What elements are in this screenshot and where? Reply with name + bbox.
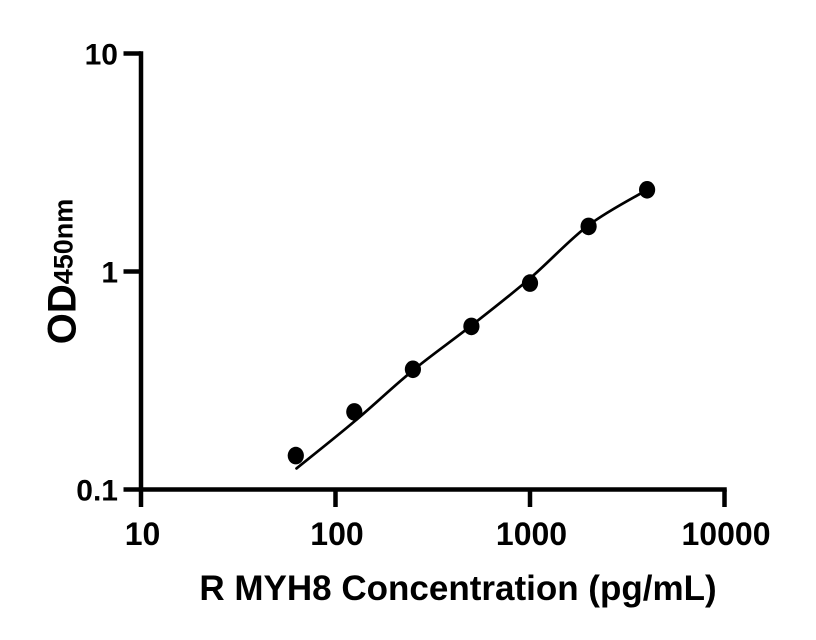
y-tick-label: 0.1 [76,475,118,508]
axis-frame [138,51,727,492]
x-tick-label: 10000 [682,516,771,552]
x-tick-label: 100 [310,516,363,552]
y-tick-label: 1 [101,257,118,290]
data-point [639,181,656,199]
data-point [463,317,480,336]
x-tick-label: 10 [125,516,161,552]
y-axis-title: OD450nm [41,199,85,345]
data-point [580,217,597,236]
y-axis-title-subscript: 450nm [49,199,79,285]
axes [123,51,727,507]
x-tick-label: 1000 [496,516,567,552]
data-point [287,446,304,465]
data-point [404,360,421,379]
y-tick-label: 10 [85,39,118,72]
data-point [346,403,363,421]
data-points-layer [287,181,656,465]
x-axis-title: R MYH8 Concentration (pg/mL) [199,569,716,608]
data-point [521,274,539,292]
y-axis-title-main: OD [41,284,85,344]
